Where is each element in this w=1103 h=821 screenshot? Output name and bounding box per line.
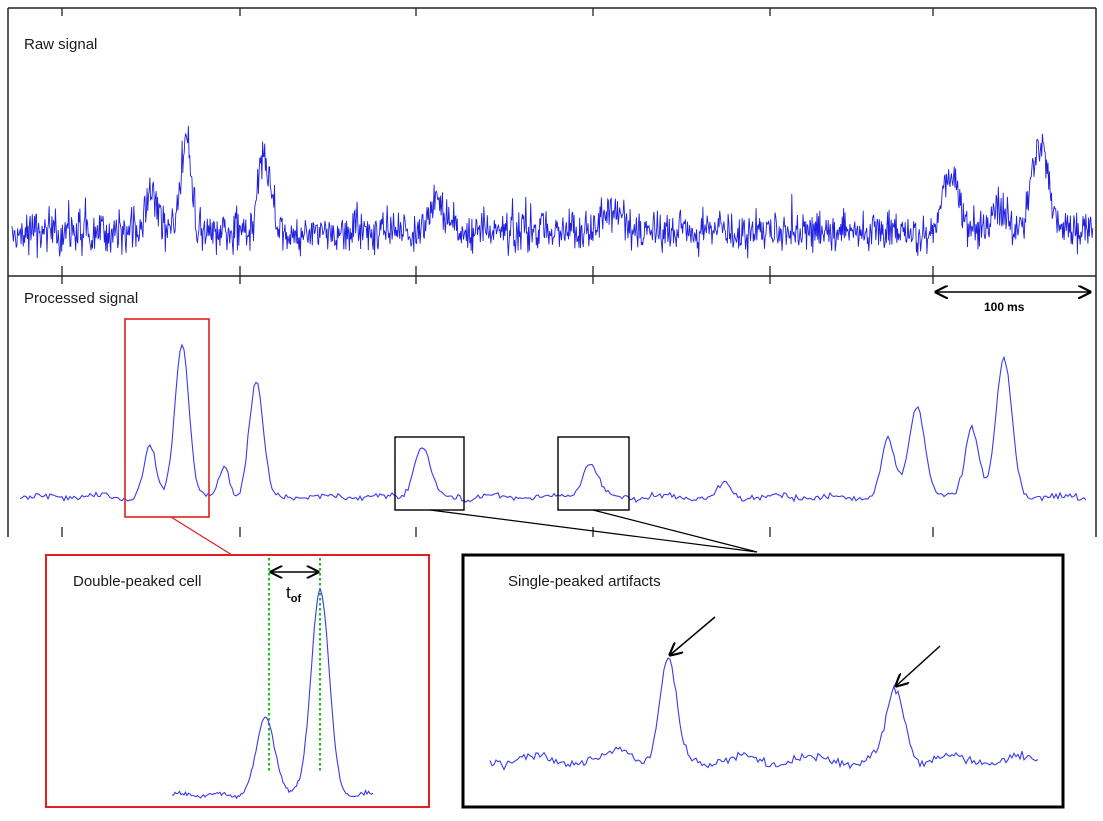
raw-signal-title: Raw signal: [24, 36, 97, 53]
double-peak-highlight-box: [124, 318, 210, 518]
artifact-highlight-box-2: [557, 436, 630, 511]
scale-bar-unit: ms: [1007, 300, 1025, 314]
artifact-arrow-1: [670, 616, 716, 655]
connector-artifact-2: [592, 509, 758, 553]
tof-label-subscript: of: [291, 593, 302, 605]
main-frame: [7, 7, 1097, 537]
double-peaked-inset: [45, 554, 430, 808]
tof-label: tof: [286, 583, 301, 605]
scale-bar-label: 100 ms: [984, 300, 1025, 314]
double-peaked-title: Double-peaked cell: [73, 573, 201, 590]
artifact-arrow-2: [896, 645, 941, 686]
connector-red: [170, 516, 233, 556]
axis-ticks: [61, 8, 934, 537]
scale-bar: 100 ms: [936, 292, 1090, 314]
processed-signal-trace: [19, 343, 1087, 504]
processed-signal-title: Processed signal: [24, 290, 138, 307]
double-peak-trace: [171, 588, 374, 800]
raw-signal-trace: [11, 125, 1094, 259]
connector-artifact-1: [429, 509, 758, 553]
single-peaked-title: Single-peaked artifacts: [508, 573, 661, 590]
single-peak-trace: [489, 657, 1039, 771]
tof-label-base: t: [286, 583, 291, 602]
scale-bar-value: 100: [984, 300, 1004, 314]
single-peaked-inset: [461, 553, 1065, 809]
artifact-highlight-box-1: [394, 436, 465, 511]
